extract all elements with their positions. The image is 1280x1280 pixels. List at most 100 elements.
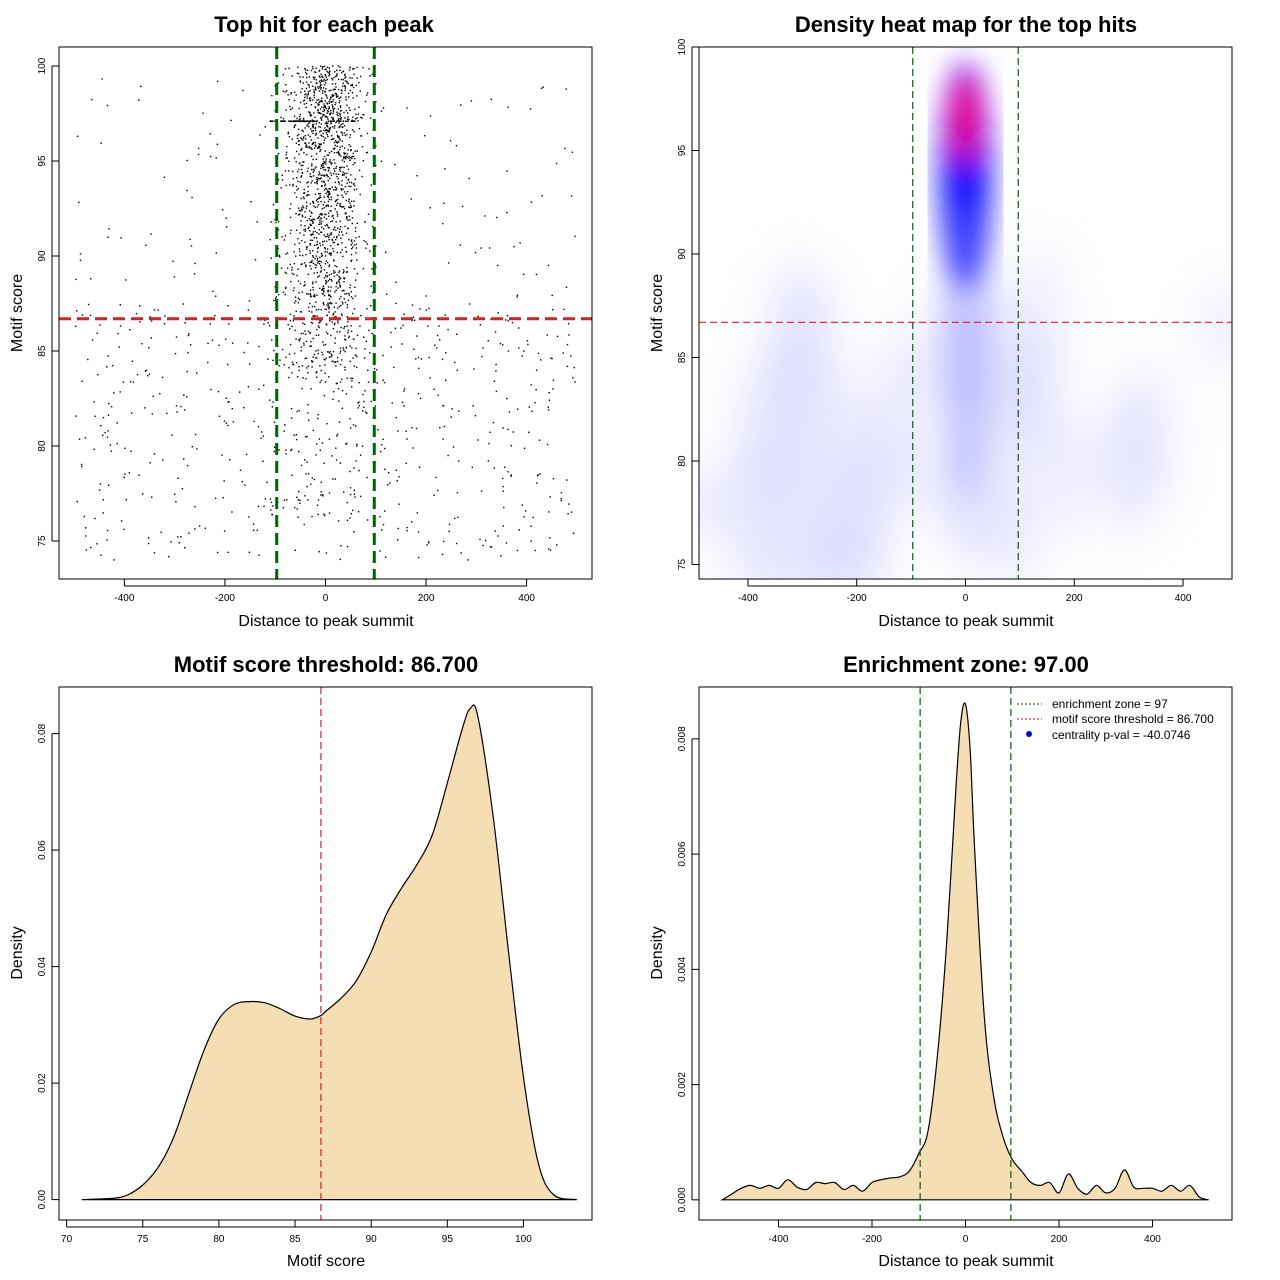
scatter-point <box>300 176 302 178</box>
scatter-point <box>366 92 369 94</box>
scatter-point <box>452 446 455 448</box>
scatter-point <box>322 87 325 89</box>
scatter-point <box>318 229 320 231</box>
scatter-point <box>323 234 325 236</box>
scatter-point <box>305 207 307 209</box>
scatter-point <box>342 347 345 349</box>
scatter-point <box>331 104 333 106</box>
scatter-point <box>290 108 292 111</box>
scatter-point <box>314 127 316 130</box>
scatter-point <box>337 181 340 183</box>
scatter-point <box>317 103 319 105</box>
scatter-point <box>316 198 319 200</box>
scatter-point <box>330 110 332 112</box>
scatter-point <box>260 437 262 439</box>
scatter-point <box>302 164 304 167</box>
scatter-point <box>290 281 292 283</box>
scatter-point <box>366 476 368 479</box>
scatter-point <box>337 307 339 309</box>
scatter-point <box>328 169 330 172</box>
scatter-point <box>337 151 340 153</box>
scatter-point <box>294 243 296 246</box>
scatter-point <box>350 182 353 184</box>
scatter-point <box>332 312 335 315</box>
scatter-point <box>345 176 347 178</box>
scatter-point <box>305 106 307 109</box>
scatter-point <box>330 138 333 141</box>
scatter-point <box>321 292 324 295</box>
scatter-point <box>329 301 331 304</box>
p3-title: Motif score threshold: 86.700 <box>174 652 478 677</box>
scatter-point <box>336 211 338 213</box>
scatter-point <box>323 160 325 163</box>
scatter-point <box>340 117 342 119</box>
scatter-point <box>395 302 397 305</box>
scatter-point <box>340 118 342 120</box>
scatter-point <box>128 472 130 474</box>
scatter-point <box>301 147 303 150</box>
scatter-point <box>93 448 95 451</box>
scatter-point <box>323 169 325 171</box>
scatter-point <box>318 145 321 147</box>
scatter-point <box>177 477 179 479</box>
scatter-point <box>327 71 329 74</box>
scatter-point <box>325 129 327 131</box>
scatter-point <box>338 305 341 308</box>
scatter-point <box>327 226 330 229</box>
scatter-point <box>286 252 289 254</box>
scatter-point <box>300 210 302 212</box>
scatter-point <box>499 342 502 345</box>
scatter-point <box>283 120 285 122</box>
scatter-point <box>358 401 360 403</box>
scatter-point <box>318 192 320 195</box>
scatter-point <box>313 147 316 149</box>
scatter-point <box>317 262 319 264</box>
scatter-point <box>337 194 339 197</box>
scatter-point <box>320 174 322 177</box>
scatter-point <box>322 158 324 160</box>
scatter-point <box>323 65 326 68</box>
scatter-point <box>326 304 328 306</box>
scatter-point <box>416 175 418 177</box>
scatter-point <box>333 272 335 274</box>
scatter-point <box>320 164 323 166</box>
scatter-point <box>343 349 345 351</box>
scatter-point <box>180 536 182 538</box>
scatter-point <box>295 300 297 302</box>
scatter-point <box>314 244 316 246</box>
scatter-point <box>329 210 331 212</box>
scatter-point <box>261 431 263 433</box>
scatter-point <box>75 325 77 328</box>
scatter-point <box>343 491 345 493</box>
scatter-point <box>284 235 287 237</box>
scatter-point <box>396 480 398 482</box>
scatter-point <box>427 325 429 327</box>
scatter-point <box>311 212 313 214</box>
scatter-point <box>315 255 317 257</box>
scatter-point <box>218 415 221 417</box>
scatter-point <box>347 116 349 118</box>
scatter-point <box>318 233 320 235</box>
legend-dot-pval <box>1026 731 1032 737</box>
scatter-point <box>316 243 318 245</box>
scatter-point <box>324 79 327 82</box>
scatter-point <box>290 203 292 205</box>
scatter-point <box>319 82 321 84</box>
scatter-point <box>477 439 479 441</box>
scatter-point <box>341 184 343 186</box>
scatter-point <box>300 149 302 151</box>
scatter-point <box>305 146 307 148</box>
score-density-panel: Motif score threshold: 86.700 Motif scor… <box>9 652 593 1270</box>
scatter-point <box>335 199 337 201</box>
scatter-point <box>326 280 328 283</box>
scatter-point <box>193 273 196 275</box>
scatter-point <box>340 206 343 208</box>
scatter-point <box>312 262 315 264</box>
scatter-point <box>297 302 300 304</box>
scatter-point <box>310 176 313 178</box>
scatter-point <box>342 303 344 305</box>
scatter-point <box>287 267 289 269</box>
scatter-point <box>346 316 348 318</box>
scatter-point <box>331 162 333 164</box>
scatter-point <box>574 235 576 237</box>
